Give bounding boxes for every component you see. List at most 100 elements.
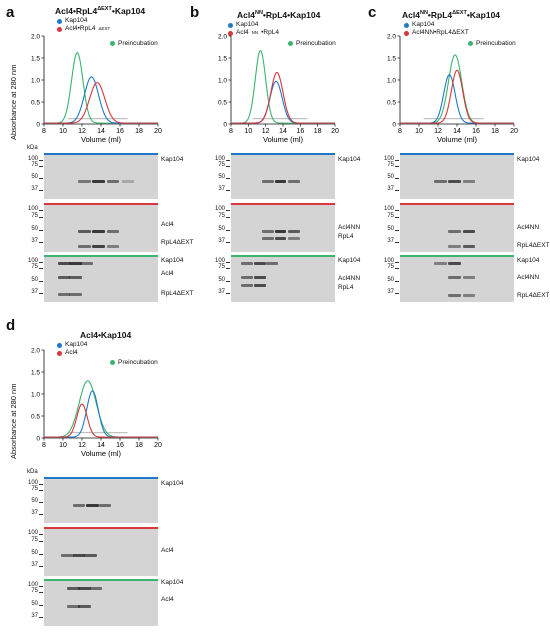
x-tick-label: 16: [116, 442, 124, 449]
gel-band: [274, 179, 287, 183]
gel-middle: [231, 203, 335, 252]
y-tick-label: 0.5: [31, 413, 40, 420]
band-label: RpL4: [338, 284, 354, 291]
mw-tick: [39, 534, 43, 536]
panel-title: Acl4NN•RpL4•Kap104: [237, 10, 321, 20]
y-tick-label: 0: [223, 121, 227, 128]
gel-band: [72, 503, 86, 507]
band-label: RpL4ΔEXT: [161, 239, 194, 246]
chromatogram-a: 8 10 12 14 16 18 20 0 0.5 1.0 1.5 2.0 Volume (ml): [31, 33, 162, 144]
band-label: Kap104: [161, 579, 184, 586]
gel-band: [78, 245, 91, 249]
gel-band: [462, 245, 476, 249]
chromatogram-d: 8 10 12 14 16 18 20 0 0.5 1.0 1.5 2.0 Volume (ml): [31, 347, 162, 458]
gel-middle: [44, 203, 158, 252]
mw-marker-label: 50: [31, 174, 38, 181]
mw-marker-label: 100: [27, 479, 38, 486]
x-tick-label: 14: [279, 128, 287, 135]
mw-marker-label: 100: [27, 530, 38, 537]
mw-tick: [39, 229, 43, 231]
x-tick-label: 20: [331, 128, 339, 135]
gel-band: [86, 503, 99, 507]
series-line-preincubation: [44, 380, 158, 438]
mw-marker-label: 100: [27, 258, 38, 265]
mw-marker-label: 37: [31, 562, 38, 569]
gel-top: [231, 153, 335, 199]
x-tick-label: 16: [296, 128, 304, 135]
gel-middle: [400, 203, 514, 252]
y-tick-label: 1.0: [31, 391, 40, 398]
gel-band: [69, 292, 82, 296]
gel-band: [462, 276, 476, 280]
series-line-kap104: [44, 76, 158, 124]
band-label: Acl4: [161, 547, 174, 554]
legend-dot: [404, 30, 409, 36]
mw-marker-label: 75: [31, 264, 38, 271]
gel-top: [44, 153, 158, 199]
mw-tick: [226, 189, 230, 191]
panel-title: Acl4•Kap104: [80, 330, 132, 340]
x-tick-label: 10: [244, 128, 252, 135]
mw-marker-label: 50: [31, 549, 38, 556]
band-label: Acl4NN: [517, 274, 540, 281]
mw-marker-label: 50: [31, 276, 38, 283]
band-label: Kap104: [161, 257, 184, 264]
x-tick-label: 20: [154, 128, 162, 135]
gel-band: [262, 179, 274, 183]
gel-band: [447, 293, 461, 297]
mw-tick: [39, 280, 43, 282]
mw-tick: [39, 604, 43, 606]
mw-tick: [226, 216, 230, 218]
kda-label: kDa: [27, 469, 38, 475]
gel-band: [462, 229, 476, 233]
x-tick-label: 16: [116, 128, 124, 135]
mw-marker-label: 50: [387, 225, 394, 232]
legend-dot: [57, 26, 62, 32]
mw-marker-label: 37: [31, 612, 38, 619]
y-tick-label: 2.0: [218, 33, 227, 40]
mw-tick: [226, 262, 230, 264]
gel-band: [66, 604, 80, 608]
mw-tick: [226, 159, 230, 161]
mw-tick: [395, 292, 399, 294]
legend-dot: [468, 41, 473, 46]
gel-bottom: [44, 579, 158, 626]
gel-band: [57, 262, 71, 266]
mw-tick: [39, 216, 43, 218]
gel-band: [80, 262, 94, 266]
gel-band: [121, 179, 135, 183]
mw-marker-label: 37: [31, 288, 38, 295]
gel-band: [241, 284, 254, 288]
gel-band: [83, 553, 97, 557]
x-tick-label: 8: [42, 442, 46, 449]
mw-marker-label: 50: [31, 600, 38, 607]
gel-top: [44, 477, 158, 523]
gel-band: [447, 262, 461, 266]
gel-band: [447, 229, 461, 233]
chart-legend: Kap104 Acl4NN•RpL4ΔEXT: [404, 21, 469, 37]
mw-tick: [395, 280, 399, 282]
x-tick-label: 14: [97, 442, 105, 449]
gel-band: [253, 262, 266, 266]
preincubation-legend: Preincubation: [110, 40, 158, 47]
series-line-kap104: [231, 80, 335, 124]
gel-band: [91, 229, 105, 233]
mw-tick: [39, 242, 43, 244]
mw-tick: [39, 489, 43, 491]
series-line-kap104: [400, 74, 514, 124]
x-tick-label: 12: [262, 128, 270, 135]
mw-marker-label: 37: [387, 185, 394, 192]
gel-middle: [44, 527, 158, 576]
band-label: Acl4NN: [338, 224, 361, 231]
y-tick-label: 1.5: [387, 55, 396, 62]
band-label: Kap104: [517, 257, 540, 264]
mw-tick: [39, 292, 43, 294]
mw-tick: [226, 210, 230, 212]
y-tick-label: 1.5: [31, 369, 40, 376]
x-tick-label: 12: [434, 128, 442, 135]
mw-tick: [39, 513, 43, 515]
mw-tick: [39, 178, 43, 180]
series-line-acl4nn-rpl4: [231, 71, 335, 124]
mw-tick: [39, 616, 43, 618]
mw-marker-label: 75: [31, 536, 38, 543]
